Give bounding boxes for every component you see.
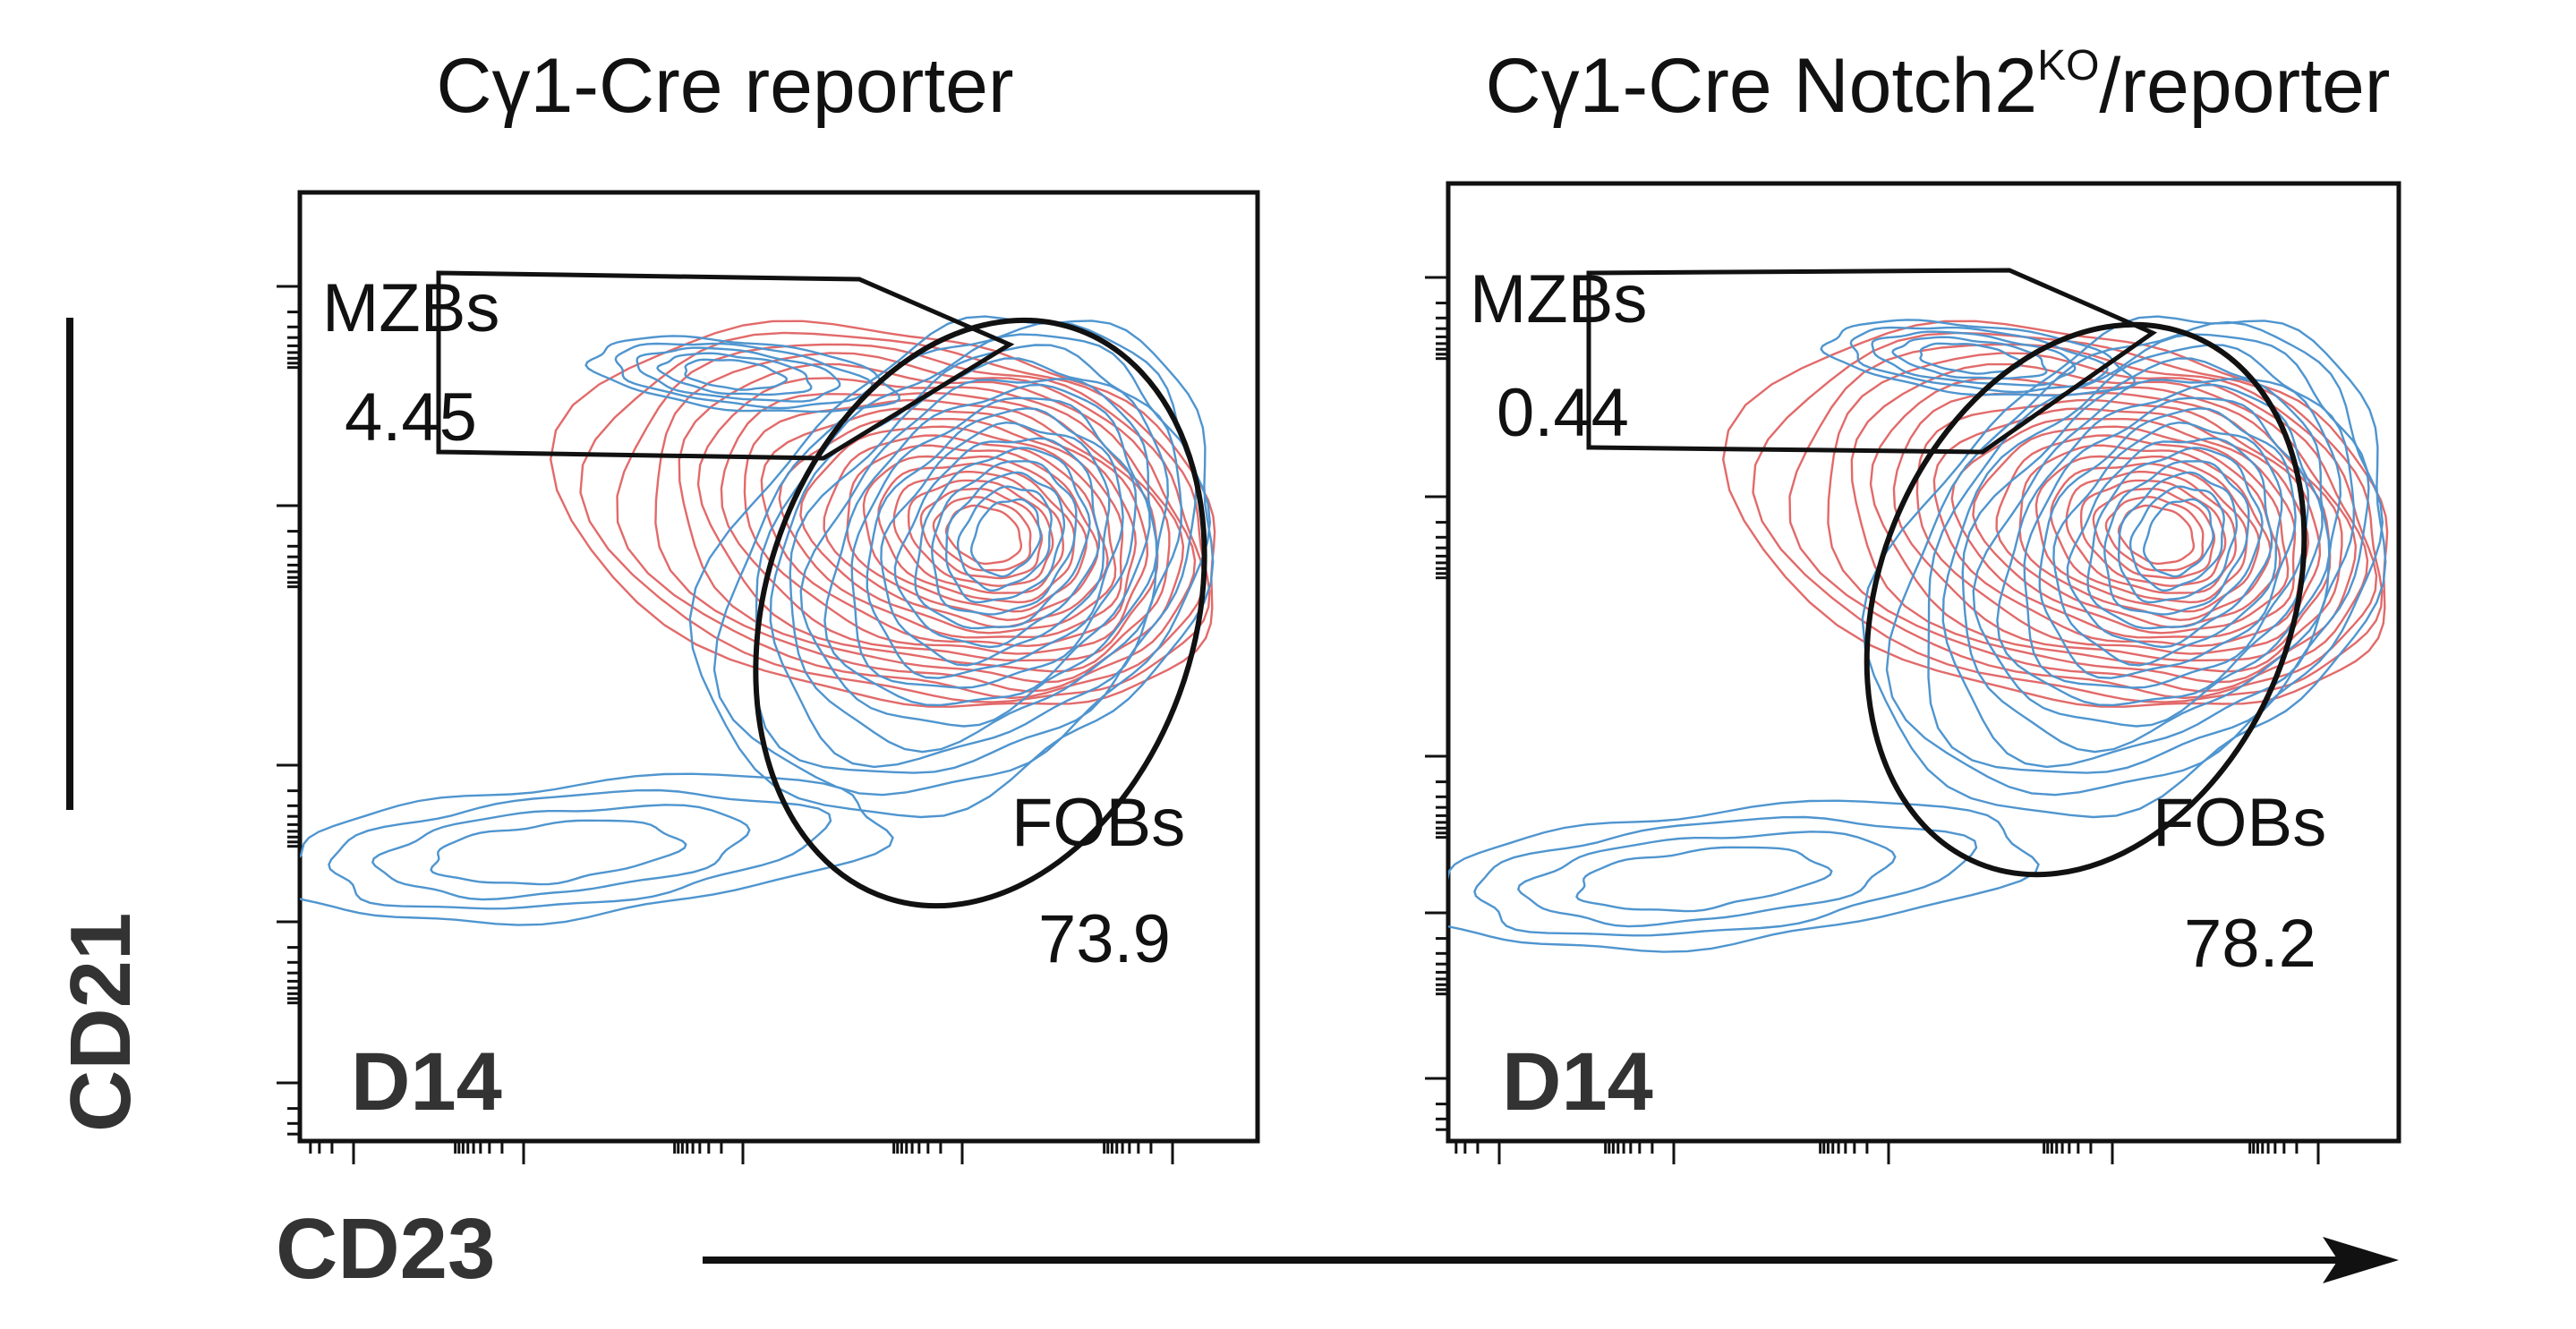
contour-blue-mz-0 — [1820, 319, 2136, 397]
contour-blue-14 — [957, 485, 1053, 592]
contour-blue-9 — [2052, 421, 2283, 667]
mzb-gate-left — [436, 270, 1015, 461]
timepoint-label-left: D14 — [351, 1036, 502, 1128]
contour-blue-7 — [850, 396, 1138, 689]
contour-red-0 — [1721, 319, 2389, 708]
contour-red-17 — [919, 488, 1044, 580]
contour-blue-mz-2 — [635, 346, 841, 403]
contour-blue-13 — [2117, 471, 2239, 604]
contour-blue-12 — [2103, 460, 2250, 616]
mzb-gate-name-left: MZBs — [322, 270, 499, 346]
panel-left-title: Cγ1-Cre reporter — [436, 43, 1013, 129]
contour-red-1 — [579, 331, 1211, 703]
y-axis-label: CD21 — [53, 913, 149, 1132]
contour-red-3 — [654, 352, 1197, 693]
contour-red-18 — [932, 496, 1032, 572]
contour-blue-low-2 — [371, 804, 751, 901]
contour-red-16 — [907, 479, 1054, 587]
contour-blue-13 — [944, 471, 1066, 604]
contour-red-15 — [892, 470, 1065, 594]
contour-red-14 — [877, 462, 1076, 604]
contour-blue-15 — [2142, 498, 2214, 578]
contour-blue-14 — [2129, 485, 2225, 592]
contour-blue-4 — [1961, 357, 2342, 754]
contour-blue-10 — [893, 437, 1101, 649]
panel-left: MZBs 4.45 FOBs 73.9 D14 — [277, 190, 1260, 1164]
contour-red-18 — [2104, 496, 2205, 572]
contour-red-16 — [2079, 479, 2227, 587]
contour-red-6 — [720, 391, 1159, 662]
contour-red-6 — [1892, 391, 2332, 662]
contour-blue-8 — [2038, 407, 2297, 679]
mzb-gate-value-left: 4.45 — [345, 379, 477, 456]
contour-blue-low-3 — [1575, 846, 1833, 913]
contour-blue-low-0 — [1448, 799, 2040, 953]
contour-blue-10 — [2066, 437, 2273, 649]
panel-right: MZBs 0.44 FOBs 78.2 D14 — [1425, 181, 2401, 1164]
fob-gate-right — [1864, 321, 2307, 878]
timepoint-label-right: D14 — [1502, 1036, 1653, 1128]
contour-blue-mz-0 — [584, 335, 900, 413]
contour-lines-right — [1448, 315, 2389, 953]
contour-blue-mz-4 — [684, 358, 789, 391]
mzb-gate-right — [1586, 268, 2158, 455]
contour-red-15 — [2065, 470, 2238, 594]
contour-blue-5 — [1972, 378, 2331, 728]
contour-blue-low-1 — [1473, 815, 1978, 937]
contour-blue-3 — [1941, 344, 2356, 769]
contour-red-14 — [2050, 462, 2248, 604]
contour-red-13 — [862, 455, 1088, 613]
fob-gate-value-left: 73.9 — [1038, 901, 1171, 977]
contour-blue-11 — [2086, 447, 2264, 630]
contour-red-9 — [778, 417, 1124, 639]
contour-blue-mz-4 — [1919, 342, 2024, 375]
contour-blue-low-0 — [300, 772, 894, 926]
contour-red-17 — [2092, 488, 2216, 580]
contour-blue-0 — [688, 315, 1215, 819]
contour-blue-5 — [799, 378, 1158, 728]
axis-ticks-left — [277, 285, 1174, 1164]
contour-red-13 — [2034, 455, 2261, 613]
contour-red-12 — [2018, 444, 2272, 622]
plot-frame-right — [1446, 181, 2401, 1144]
contour-blue-0 — [1861, 315, 2387, 819]
contour-red-3 — [1827, 352, 2369, 693]
contour-blue-6 — [823, 383, 1151, 707]
mzb-gate-name-right: MZBs — [1470, 261, 1647, 337]
fob-gate-name-right: FOBs — [2153, 785, 2326, 861]
contour-red-1 — [1752, 331, 2384, 703]
contour-blue-mz-1 — [614, 342, 874, 410]
contour-lines-left — [300, 315, 1216, 926]
fob-gate-name-left: FOBs — [1011, 785, 1185, 861]
contour-blue-8 — [866, 407, 1124, 679]
contour-blue-6 — [1996, 383, 2324, 707]
contour-blue-9 — [880, 421, 1111, 667]
contour-red-0 — [549, 319, 1216, 708]
contour-red-10 — [799, 425, 1117, 635]
contour-blue-low-3 — [430, 819, 687, 886]
mzb-gate-value-right: 0.44 — [1497, 375, 1629, 451]
contour-blue-12 — [930, 460, 1078, 616]
contour-red-12 — [846, 444, 1099, 622]
contour-blue-mz-1 — [1849, 326, 2109, 394]
x-axis-label: CD23 — [276, 1201, 495, 1297]
axis-ticks-right — [1425, 276, 2320, 1164]
contour-blue-4 — [789, 357, 1170, 754]
contour-blue-11 — [914, 447, 1091, 630]
contour-blue-mz-2 — [1871, 330, 2077, 387]
contour-blue-1 — [1885, 320, 2384, 797]
contour-blue-15 — [969, 498, 1042, 578]
fob-gate-left — [753, 317, 1207, 909]
panel-right-title: Cγ1-Cre Notch2KO/reporter — [1486, 42, 2391, 129]
contour-red-10 — [1972, 425, 2290, 635]
contour-blue-low-2 — [1516, 831, 1897, 928]
contour-red-9 — [1950, 417, 2297, 639]
fob-gate-value-right: 78.2 — [2184, 906, 2316, 982]
contour-blue-mz-3 — [656, 352, 813, 396]
contour-blue-low-1 — [328, 788, 832, 910]
x-axis-arrow-head — [2323, 1237, 2399, 1283]
